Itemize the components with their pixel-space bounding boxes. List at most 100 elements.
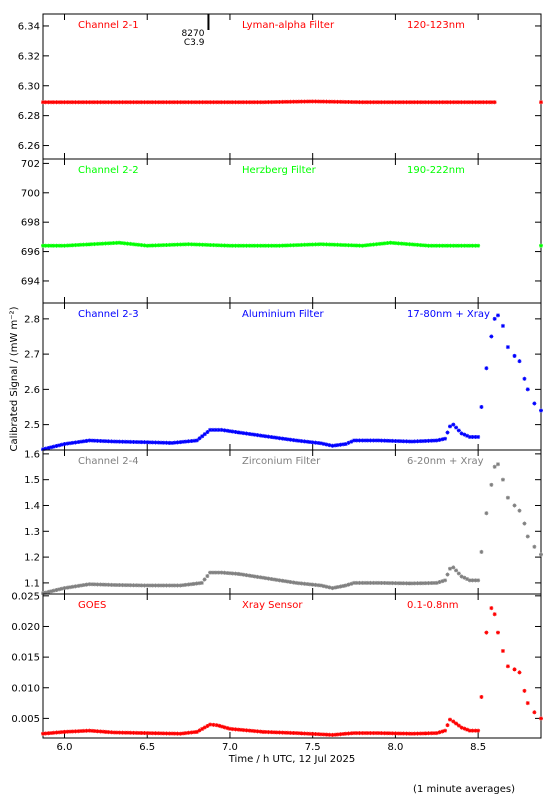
data-point [388, 240, 393, 245]
data-point [277, 99, 282, 104]
data-point [112, 582, 117, 587]
data-point [164, 583, 169, 588]
data-point [181, 100, 186, 105]
data-point [415, 242, 420, 247]
data-point [294, 438, 299, 443]
data-point [216, 243, 221, 248]
data-point [233, 571, 238, 576]
data-point [316, 99, 321, 104]
data-point [123, 100, 128, 105]
data-point [374, 580, 379, 585]
data-point [476, 243, 481, 248]
data-point [79, 583, 84, 588]
data-point [161, 583, 166, 588]
data-point [208, 722, 213, 727]
data-point [114, 240, 119, 245]
data-point [164, 100, 169, 105]
data-point [432, 243, 437, 248]
data-point [120, 439, 125, 444]
data-point [70, 729, 75, 734]
data-point [476, 100, 481, 105]
data-point [368, 242, 373, 247]
data-point [114, 100, 119, 105]
data-point [385, 241, 390, 246]
data-point [505, 664, 510, 669]
data-point [189, 100, 194, 105]
data-point [387, 100, 392, 105]
data-point [134, 583, 139, 588]
data-point [62, 586, 67, 591]
data-point [164, 440, 169, 445]
data-point [448, 243, 453, 248]
y-tick-label: 2.6 [24, 385, 40, 396]
data-point [54, 243, 59, 248]
data-point [79, 100, 84, 105]
data-point [210, 570, 215, 575]
data-point [409, 439, 414, 444]
data-point [186, 439, 191, 444]
data-point [136, 730, 141, 735]
data-point [156, 731, 161, 736]
data-point [418, 243, 423, 248]
data-point [396, 241, 401, 246]
data-point [341, 99, 346, 104]
data-point [230, 571, 235, 576]
data-point [62, 729, 67, 734]
y-tick-label: 0.025 [11, 591, 40, 602]
data-point [213, 427, 218, 432]
y-tick-label: 700 [21, 188, 40, 199]
data-point [54, 100, 59, 105]
data-point [407, 439, 412, 444]
data-point [59, 442, 64, 447]
data-point [310, 99, 315, 104]
data-point [156, 100, 161, 105]
data-point [368, 731, 373, 736]
data-point [261, 243, 266, 248]
data-point [393, 241, 398, 246]
data-point [189, 242, 194, 247]
data-point [123, 583, 128, 588]
data-point [194, 100, 199, 105]
data-point [391, 240, 396, 245]
data-point [261, 729, 266, 734]
data-point [415, 581, 420, 586]
data-point [153, 440, 158, 445]
data-point [299, 731, 304, 736]
data-point [539, 100, 543, 105]
data-point [291, 580, 296, 585]
data-point [333, 732, 338, 737]
data-point [186, 730, 191, 735]
data-point [225, 571, 230, 576]
data-point [409, 731, 414, 736]
data-point [183, 100, 188, 105]
data-point [57, 243, 62, 248]
data-point [194, 729, 199, 734]
data-point [78, 242, 83, 247]
y-tick-label: 0.005 [11, 714, 40, 725]
data-point [92, 438, 97, 443]
data-point [500, 323, 505, 328]
data-point [360, 438, 365, 443]
y-tick-label: 702 [21, 159, 40, 170]
data-point [230, 727, 235, 732]
data-point [233, 243, 238, 248]
data-point [420, 581, 425, 586]
data-point [420, 731, 425, 736]
data-point [487, 100, 492, 105]
data-point [216, 570, 221, 575]
data-point [379, 438, 384, 443]
data-point [65, 100, 70, 105]
data-point [117, 439, 122, 444]
data-point [46, 445, 51, 450]
event-marker-label: C3.9 [184, 38, 205, 48]
panel-channel-label: Channel 2-2 [78, 165, 139, 176]
data-point [68, 585, 73, 590]
data-point [481, 100, 486, 105]
y-tick-label: 6.26 [18, 141, 40, 152]
data-point [434, 100, 439, 105]
data-point [382, 438, 387, 443]
data-point [236, 571, 241, 576]
data-point [238, 430, 243, 435]
